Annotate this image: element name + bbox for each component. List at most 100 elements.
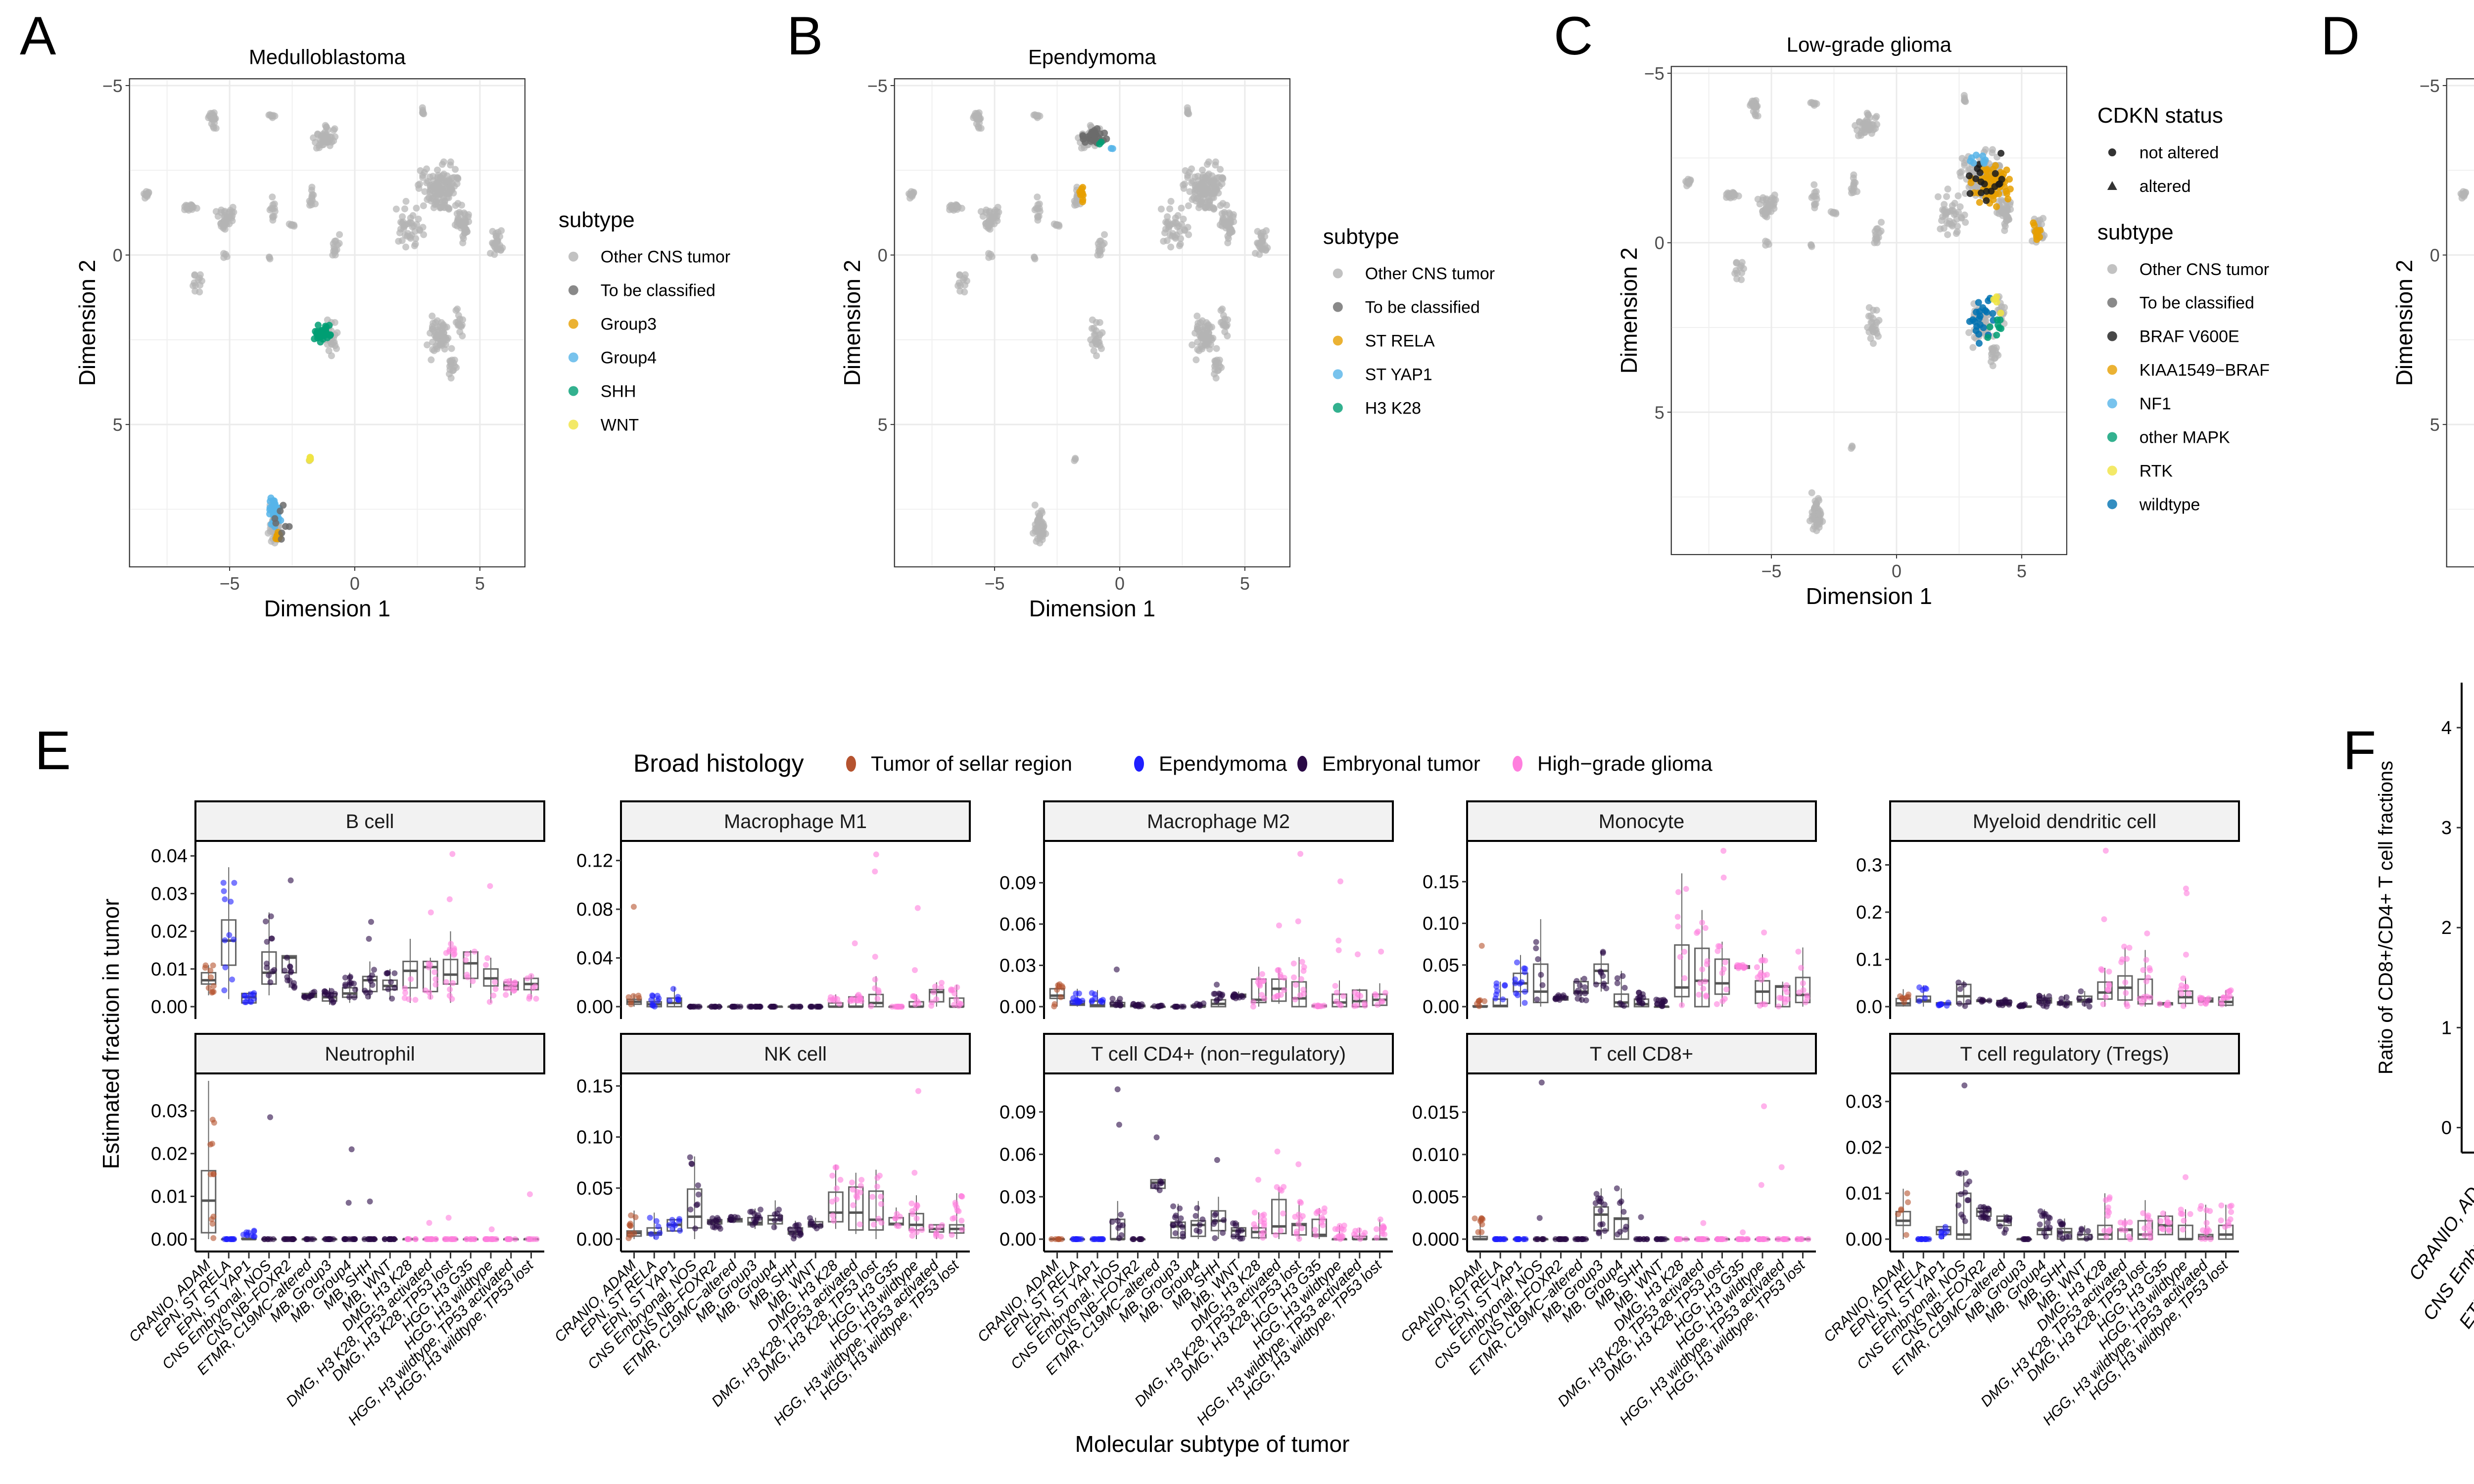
point-other-cns-tumor — [192, 282, 199, 289]
data-point — [756, 1004, 762, 1010]
y-tick-label: 0.05 — [1423, 955, 1459, 976]
data-point — [1683, 886, 1689, 892]
point-other-cns-tumor — [1053, 221, 1061, 229]
outlier-point — [488, 1226, 495, 1233]
data-point — [401, 995, 408, 1001]
point-other-cns-tumor — [1093, 340, 1100, 348]
data-point — [2036, 993, 2043, 999]
data-point — [892, 1215, 899, 1222]
y-axis-title: Dimension 2 — [2391, 260, 2417, 386]
data-point — [1199, 1216, 1206, 1223]
plot-border — [894, 78, 1290, 567]
x-tick-label: 5 — [1240, 573, 1250, 594]
data-point — [1916, 984, 1923, 990]
data-point — [1298, 1225, 1305, 1232]
point-other-cns-tumor — [194, 276, 202, 283]
data-point — [402, 989, 409, 996]
data-point — [2139, 1000, 2145, 1007]
point-other-mapk — [1994, 316, 2001, 324]
point-other-cns-tumor — [1965, 167, 1972, 174]
point-other-cns-tumor — [2462, 188, 2469, 196]
outlier-point — [366, 935, 372, 942]
data-point — [2126, 944, 2133, 951]
point-braf-v600e — [1966, 190, 1974, 197]
umap-panel-A: A Medulloblastoma −5 0 5 5 0 −5 Dimension 1 Dimen… — [20, 6, 730, 621]
point-other-cns-tumor — [433, 331, 440, 339]
data-point — [628, 1001, 634, 1008]
data-point — [1069, 999, 1076, 1006]
data-point — [1333, 989, 1340, 996]
data-point — [1472, 1215, 1478, 1222]
panel-title: Low-grade glioma — [1787, 33, 1952, 56]
data-point — [228, 898, 234, 905]
data-point — [899, 1004, 905, 1010]
data-point — [1699, 966, 1706, 973]
point-other-cns-tumor — [1733, 275, 1741, 282]
outlier-point — [2183, 951, 2189, 958]
point-other-cns-tumor — [452, 166, 459, 173]
data-point — [1312, 1227, 1318, 1233]
data-point — [1776, 995, 1783, 1001]
data-point — [533, 995, 539, 1002]
outlier-point — [1255, 1177, 1262, 1183]
data-point — [1211, 1221, 1217, 1227]
point-other-cns-tumor — [1034, 528, 1042, 536]
data-point — [930, 989, 937, 995]
y-tick-label: 0.03 — [151, 883, 188, 904]
data-point — [205, 985, 212, 991]
data-point — [928, 1003, 935, 1009]
point-other-cns-tumor — [1193, 312, 1201, 320]
point-other-cns-tumor — [420, 202, 427, 209]
data-point — [1737, 963, 1743, 969]
data-point — [1362, 1003, 1368, 1009]
outlier-point — [2102, 847, 2109, 854]
data-point — [1644, 1236, 1650, 1242]
data-point — [672, 1222, 678, 1228]
legend-key-circle — [1332, 369, 1343, 379]
point-other-cns-tumor — [1940, 225, 1948, 232]
data-point — [1581, 975, 1587, 982]
data-point — [263, 918, 269, 925]
point-other-cns-tumor — [1751, 103, 1758, 111]
data-point — [677, 1227, 683, 1234]
data-point — [850, 1202, 856, 1208]
data-point — [1172, 1004, 1179, 1010]
data-point — [1379, 998, 1385, 1005]
data-point — [655, 1223, 662, 1230]
data-point — [746, 1004, 753, 1010]
point-other-cns-tumor — [426, 187, 433, 195]
point-other-cns-tumor — [181, 203, 189, 210]
outlier-point — [1354, 951, 1361, 958]
data-point — [1337, 1002, 1344, 1009]
data-point — [749, 1208, 755, 1215]
legend-key-circle — [568, 285, 578, 295]
data-point — [2140, 967, 2146, 973]
data-point — [332, 991, 338, 997]
point-other-cns-tumor — [336, 231, 343, 238]
y-tick-label: 0 — [2430, 245, 2440, 266]
data-point — [363, 989, 370, 996]
legend-label: BRAF V600E — [2140, 327, 2239, 346]
point-other-cns-tumor — [957, 282, 964, 289]
point-other-cns-tumor — [1167, 243, 1175, 251]
point-other-cns-tumor — [1734, 270, 1741, 277]
data-point — [367, 975, 373, 981]
data-point — [1681, 975, 1688, 981]
data-point — [1251, 1221, 1257, 1227]
legend-label: Tumor of sellar region — [871, 752, 1072, 775]
point-other-cns-tumor — [331, 125, 338, 133]
point-other-cns-tumor — [1941, 201, 1948, 208]
data-point — [1599, 1221, 1606, 1227]
data-point — [1562, 1236, 1568, 1242]
data-point — [432, 981, 439, 988]
data-point — [1172, 1214, 1178, 1220]
point-other-cns-tumor — [459, 232, 467, 240]
data-point — [1679, 1002, 1685, 1008]
legend-label: To be classified — [2140, 294, 2254, 313]
data-point — [1623, 1223, 1629, 1230]
point-other-cns-tumor — [1857, 129, 1865, 137]
data-point — [1374, 1002, 1380, 1008]
point-other-cns-tumor — [956, 287, 964, 295]
data-point — [1757, 1003, 1763, 1009]
